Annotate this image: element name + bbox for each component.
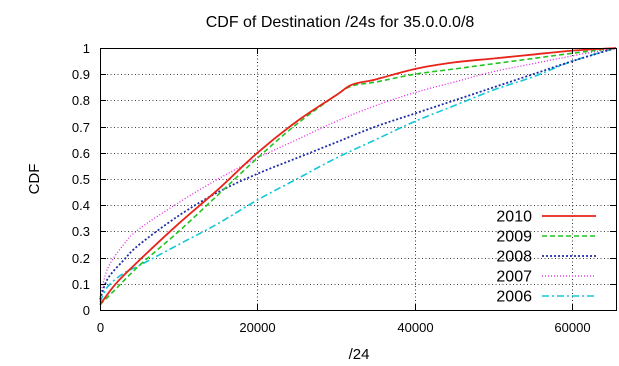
series-lines [99, 47, 617, 306]
legend-label-2010: 2010 [496, 209, 532, 226]
x-tick-label: 0 [97, 320, 104, 335]
x-tick-label: 40000 [397, 320, 433, 335]
x-tick-label: 60000 [554, 320, 590, 335]
series-line-2006 [99, 47, 617, 303]
legend: 2010 2009 2008 2007 2006 [496, 209, 596, 306]
y-tick-label: 0.4 [72, 198, 90, 213]
y-tick-label: 0.7 [72, 120, 90, 135]
series-line-2008 [99, 47, 617, 300]
y-axis-label: CDF [26, 164, 43, 195]
y-tick-label: 0.2 [72, 251, 90, 266]
legend-label-2008: 2008 [496, 249, 532, 266]
legend-label-2007: 2007 [496, 269, 532, 286]
y-tick-label: 1 [83, 41, 90, 56]
series-line-2009 [99, 47, 617, 306]
y-tick-label: 0.1 [72, 277, 90, 292]
y-tick-label: 0.6 [72, 146, 90, 161]
series-line-2010 [99, 47, 617, 306]
x-tick-label: 20000 [239, 320, 275, 335]
y-tick-label: 0.8 [72, 93, 90, 108]
legend-label-2006: 2006 [496, 289, 532, 306]
grid [100, 48, 616, 310]
legend-label-2009: 2009 [496, 229, 532, 246]
axis-ticks: 0 0.1 0.2 0.3 0.4 0.5 0.6 0.7 0.8 0.9 1 0 20000 40000… [72, 41, 616, 335]
x-axis-label: /24 [349, 346, 370, 363]
chart-title: CDF of Destination /24s for 35.0.0.0/8 [206, 14, 475, 31]
y-tick-label: 0.5 [72, 172, 90, 187]
y-tick-label: 0.3 [72, 224, 90, 239]
y-tick-label: 0 [83, 303, 90, 318]
y-tick-label: 0.9 [72, 67, 90, 82]
